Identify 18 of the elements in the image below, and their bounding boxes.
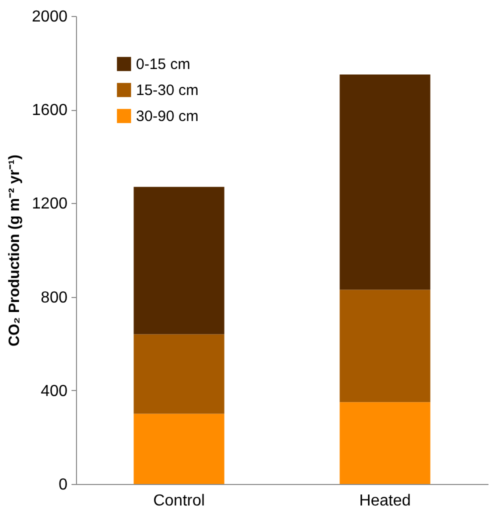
y-tick-label: 1600 [32, 102, 68, 120]
legend-label: 30-90 cm [136, 108, 199, 125]
y-tick-label: 0 [58, 476, 68, 494]
y-tick-label: 1200 [32, 196, 68, 213]
y-tick-label: 400 [40, 382, 68, 400]
y-tick-label: 2000 [32, 8, 68, 26]
legend-label: 15-30 cm [136, 82, 199, 99]
bar [134, 414, 224, 484]
bar [134, 334, 224, 414]
bar [134, 186, 224, 334]
x-tick-label: Control [153, 492, 205, 510]
y-tick-label: 800 [40, 289, 68, 306]
x-tick-label: Heated [359, 492, 411, 510]
bar [340, 74, 430, 290]
bar [340, 290, 430, 402]
bar [340, 402, 430, 484]
y-axis-title: CO₂ Production (g m⁻² yr⁻¹) [6, 154, 23, 346]
legend-label: 0-15 cm [136, 56, 190, 73]
